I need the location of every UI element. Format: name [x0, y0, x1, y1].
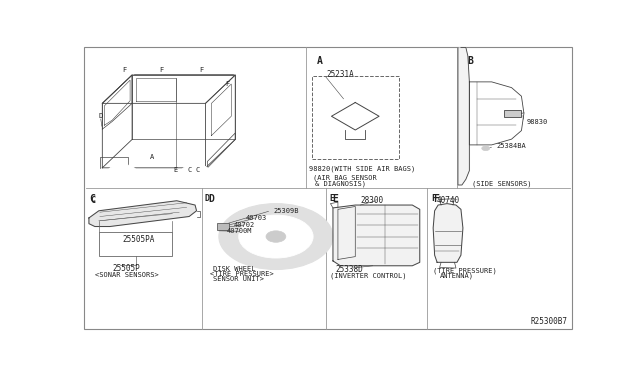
Text: (INVERTER CONTROL): (INVERTER CONTROL): [330, 273, 407, 279]
Text: DISK WHEEL: DISK WHEEL: [213, 266, 255, 272]
Circle shape: [113, 168, 131, 178]
Text: A: A: [317, 55, 323, 65]
Circle shape: [266, 231, 286, 242]
Circle shape: [368, 104, 376, 109]
Text: 40700M: 40700M: [227, 228, 252, 234]
Text: D: D: [205, 194, 210, 203]
Bar: [504, 110, 522, 117]
Text: F: F: [225, 81, 229, 87]
Text: F: F: [160, 67, 164, 73]
Text: A: A: [150, 154, 154, 160]
Text: C: C: [195, 167, 200, 173]
Text: 25231A: 25231A: [326, 70, 355, 79]
Circle shape: [368, 124, 376, 128]
Text: 25338D: 25338D: [335, 265, 363, 274]
Circle shape: [482, 146, 490, 151]
Text: F: F: [433, 194, 439, 204]
Text: C: C: [90, 196, 95, 205]
Text: F: F: [122, 67, 126, 73]
Circle shape: [239, 215, 313, 258]
Text: ANTENNA): ANTENNA): [440, 273, 474, 279]
Polygon shape: [433, 203, 463, 262]
Text: 25384BA: 25384BA: [497, 143, 526, 149]
Text: <SONAR SENSORS>: <SONAR SENSORS>: [95, 272, 159, 278]
Polygon shape: [458, 48, 469, 185]
Text: F: F: [431, 194, 436, 203]
Text: E: E: [173, 167, 178, 173]
Text: <TIRE PRESSURE>: <TIRE PRESSURE>: [210, 271, 274, 277]
Text: E: E: [332, 194, 338, 204]
Text: & DIAGNOSIS): & DIAGNOSIS): [315, 181, 366, 187]
Bar: [312, 76, 399, 159]
Text: SENSOR UNIT>: SENSOR UNIT>: [213, 276, 264, 282]
Text: 25505P: 25505P: [112, 264, 140, 273]
Polygon shape: [333, 205, 420, 266]
Circle shape: [180, 164, 211, 182]
Circle shape: [187, 168, 205, 178]
Bar: [99, 232, 172, 256]
Text: D: D: [208, 194, 214, 204]
Text: B: B: [468, 55, 474, 65]
Text: (TIRE PRESSURE): (TIRE PRESSURE): [433, 268, 497, 274]
Polygon shape: [89, 201, 196, 227]
Text: E: E: [330, 194, 335, 203]
Text: C: C: [188, 167, 192, 173]
Circle shape: [219, 203, 333, 269]
Text: 40703: 40703: [246, 215, 268, 221]
Circle shape: [335, 104, 342, 109]
Text: 40702: 40702: [234, 221, 255, 228]
Text: R25300B7: R25300B7: [530, 317, 567, 326]
Text: F: F: [200, 67, 204, 73]
Text: 25309B: 25309B: [273, 208, 299, 214]
Text: C: C: [89, 194, 95, 204]
Text: 98820(WITH SIDE AIR BAGS): 98820(WITH SIDE AIR BAGS): [309, 166, 415, 173]
Text: (AIR BAG SENSOR: (AIR BAG SENSOR: [313, 174, 377, 181]
Text: 25505PA: 25505PA: [122, 235, 154, 244]
Circle shape: [108, 164, 137, 182]
Bar: [217, 223, 229, 230]
Circle shape: [335, 124, 342, 128]
Text: 40740: 40740: [436, 196, 460, 205]
Text: 28300: 28300: [360, 196, 383, 205]
Text: (SIDE SENSORS): (SIDE SENSORS): [472, 181, 531, 187]
Text: D: D: [98, 113, 102, 119]
Text: 98830: 98830: [527, 119, 548, 125]
